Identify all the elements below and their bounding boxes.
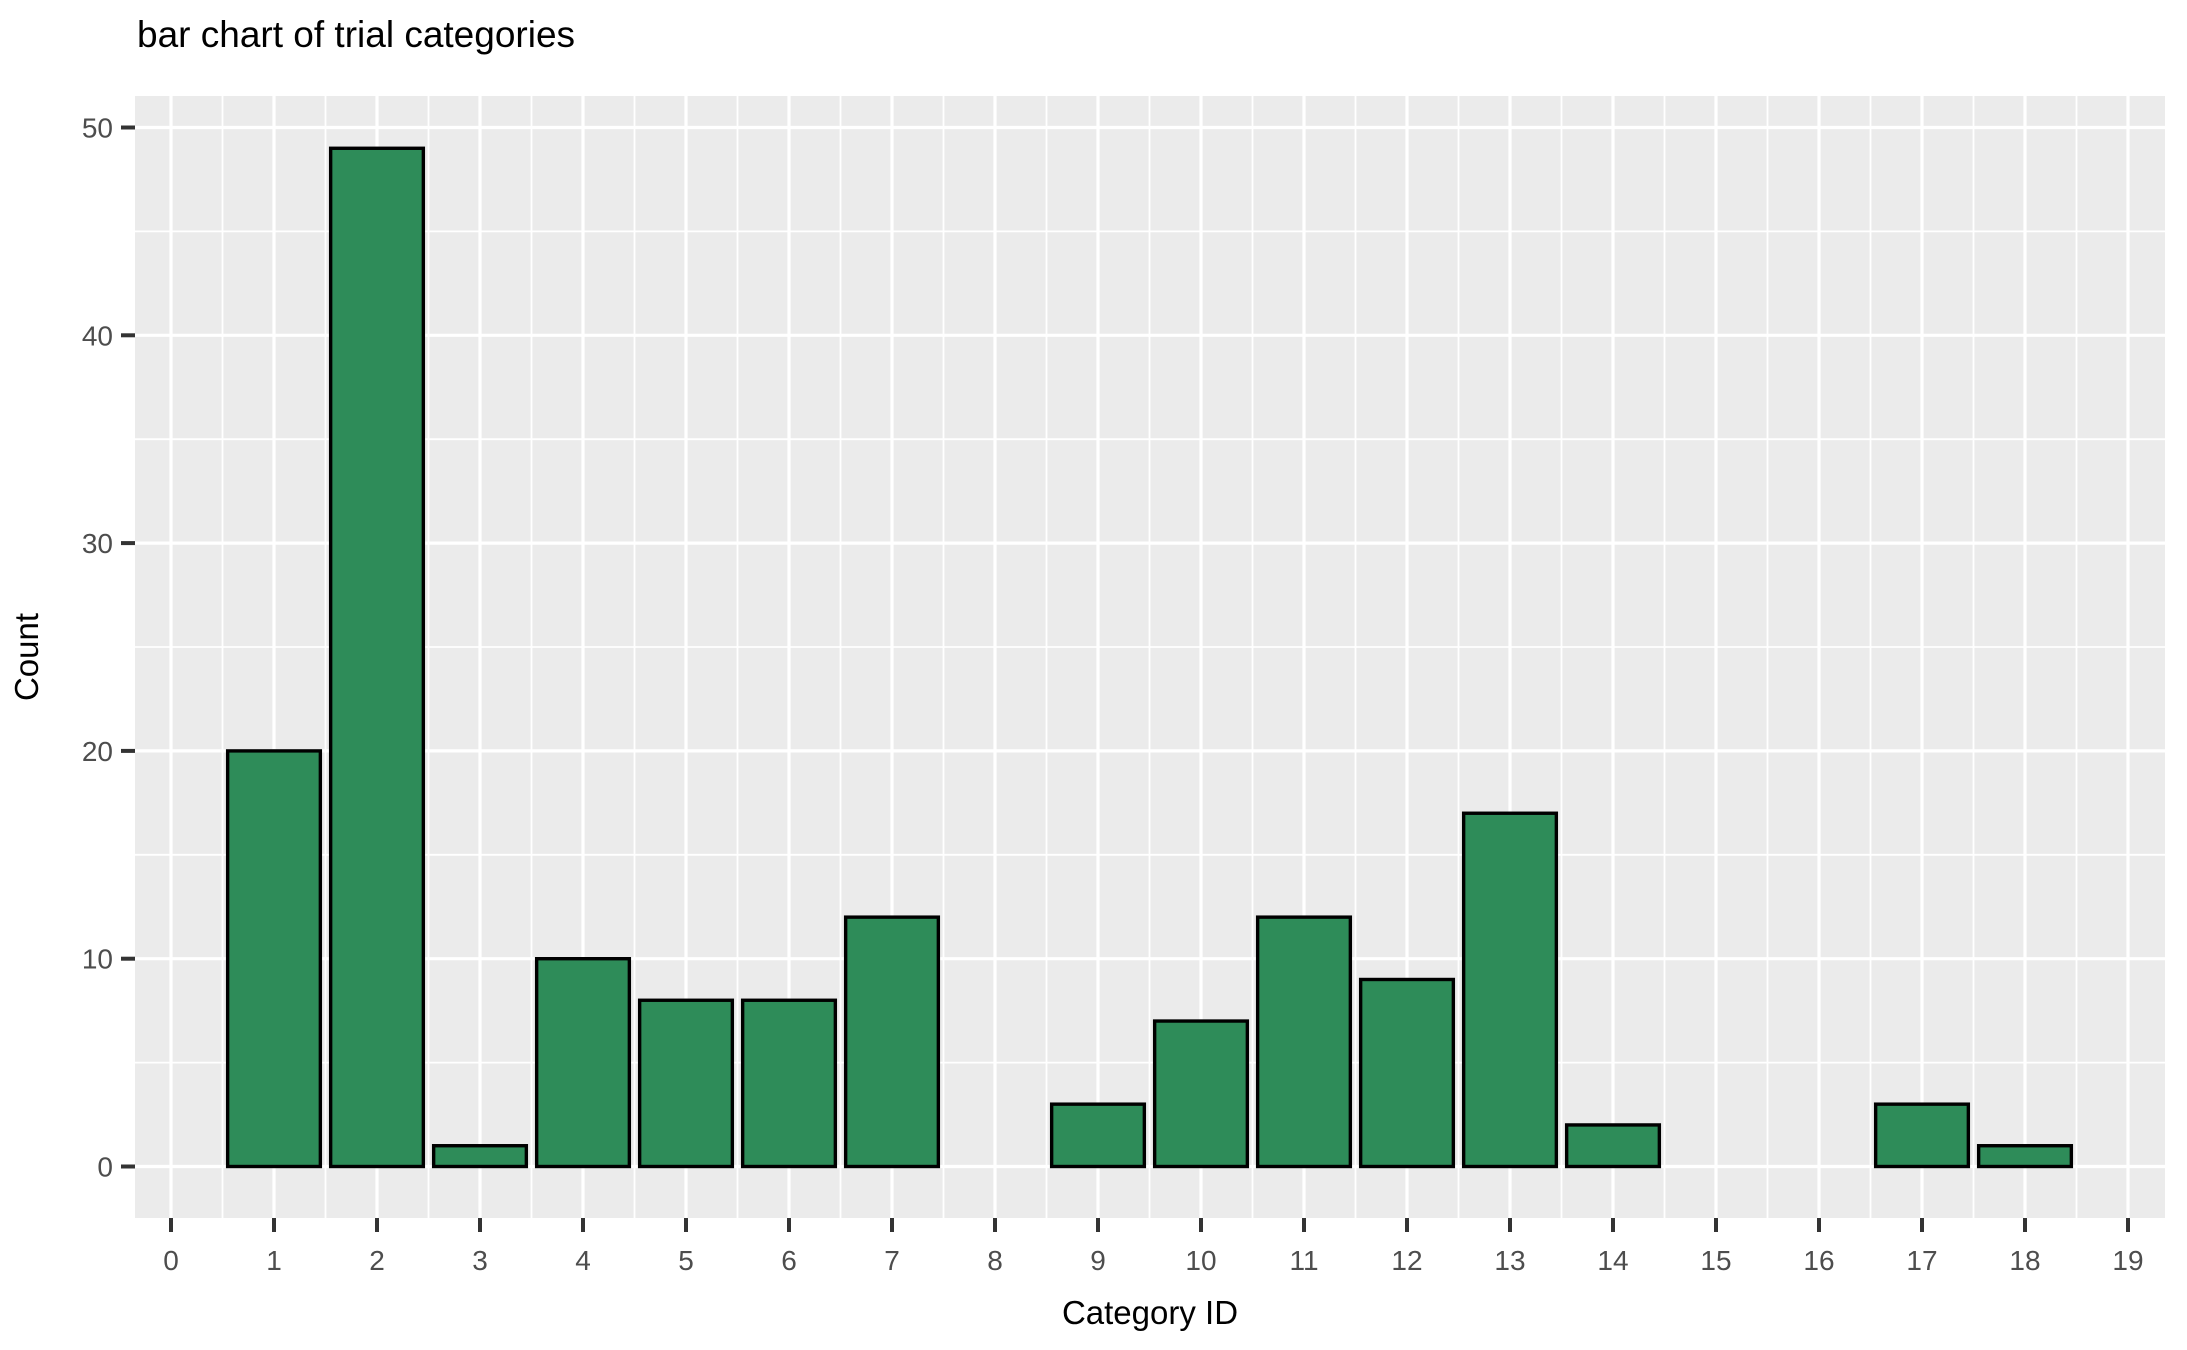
y-axis-title: Count <box>8 613 45 701</box>
x-tick-label: 17 <box>1906 1245 1937 1276</box>
chart-title: bar chart of trial categories <box>137 14 575 55</box>
axis-tick-labels: 0 1 2 3 4 5 6 7 8 9 10 11 12 13 14 15 16 17 18 190102030405… <box>82 113 2144 1277</box>
x-tick-label: 2 <box>369 1245 385 1276</box>
x-tick-label: 15 <box>1700 1245 1731 1276</box>
x-tick-label: 5 <box>678 1245 694 1276</box>
y-tick-label: 20 <box>82 736 113 767</box>
x-tick-label: 1 <box>266 1245 282 1276</box>
x-tick-label: 8 <box>987 1245 1003 1276</box>
x-tick-label: 6 <box>781 1245 797 1276</box>
x-tick-label: 16 <box>1803 1245 1834 1276</box>
y-tick-label: 50 <box>82 113 113 144</box>
minor-gridlines <box>135 96 2165 1218</box>
x-tick-label: 18 <box>2009 1245 2040 1276</box>
x-tick-label: 0 <box>163 1245 179 1276</box>
bar <box>1564 1123 1662 1169</box>
x-tick-label: 4 <box>575 1245 591 1276</box>
y-tick-label: 40 <box>82 320 113 351</box>
bar <box>1358 977 1456 1169</box>
bar <box>328 146 426 1169</box>
x-tick-label: 10 <box>1185 1245 1216 1276</box>
bar <box>1255 915 1353 1169</box>
x-tick-label: 13 <box>1494 1245 1525 1276</box>
y-tick-label: 0 <box>97 1152 113 1183</box>
x-tick-label: 9 <box>1090 1245 1106 1276</box>
x-tick-label: 19 <box>2112 1245 2143 1276</box>
bar <box>534 957 632 1169</box>
bar <box>740 998 838 1169</box>
x-tick-label: 7 <box>884 1245 900 1276</box>
axis-tick-marks <box>121 125 2130 1232</box>
bar <box>1049 1102 1147 1169</box>
bar <box>1873 1102 1971 1169</box>
bar <box>637 998 735 1169</box>
bar <box>1976 1144 2074 1169</box>
x-tick-label: 12 <box>1391 1245 1422 1276</box>
bar <box>1152 1019 1250 1169</box>
x-tick-label: 3 <box>472 1245 488 1276</box>
bar <box>225 749 323 1169</box>
x-axis-title: Category ID <box>1062 1294 1238 1331</box>
y-tick-label: 10 <box>82 944 113 975</box>
bars <box>225 146 2074 1169</box>
x-tick-label: 11 <box>1289 1245 1318 1276</box>
bar <box>1461 811 1559 1169</box>
y-tick-label: 30 <box>82 528 113 559</box>
bar <box>431 1144 529 1169</box>
bar <box>843 915 941 1169</box>
x-tick-label: 14 <box>1597 1245 1628 1276</box>
